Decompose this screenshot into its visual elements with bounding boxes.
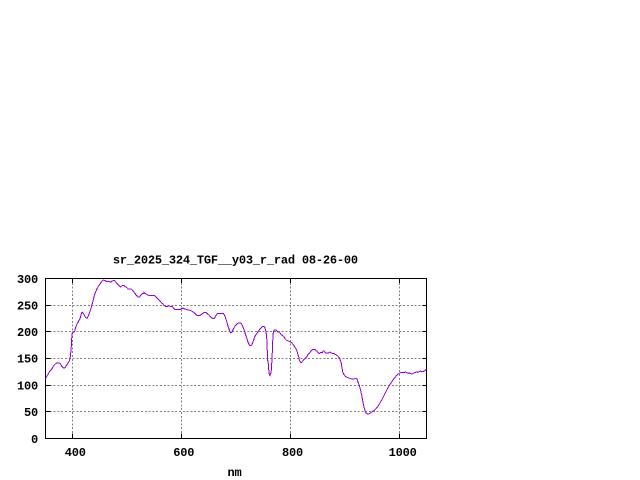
svg-text:300: 300 — [17, 273, 38, 287]
svg-text:600: 600 — [173, 446, 194, 460]
svg-text:150: 150 — [17, 353, 38, 367]
svg-text:50: 50 — [24, 406, 38, 420]
svg-text:400: 400 — [65, 446, 86, 460]
svg-text:0: 0 — [31, 433, 38, 447]
svg-text:800: 800 — [282, 446, 303, 460]
svg-text:200: 200 — [17, 326, 38, 340]
svg-text:250: 250 — [17, 300, 38, 314]
svg-text:nm: nm — [227, 466, 241, 480]
svg-text:100: 100 — [17, 379, 38, 393]
svg-text:sr_2025_324_TGF__y03_r_rad 08-: sr_2025_324_TGF__y03_r_rad 08-26-00 — [113, 254, 358, 268]
svg-text:1000: 1000 — [389, 446, 417, 460]
